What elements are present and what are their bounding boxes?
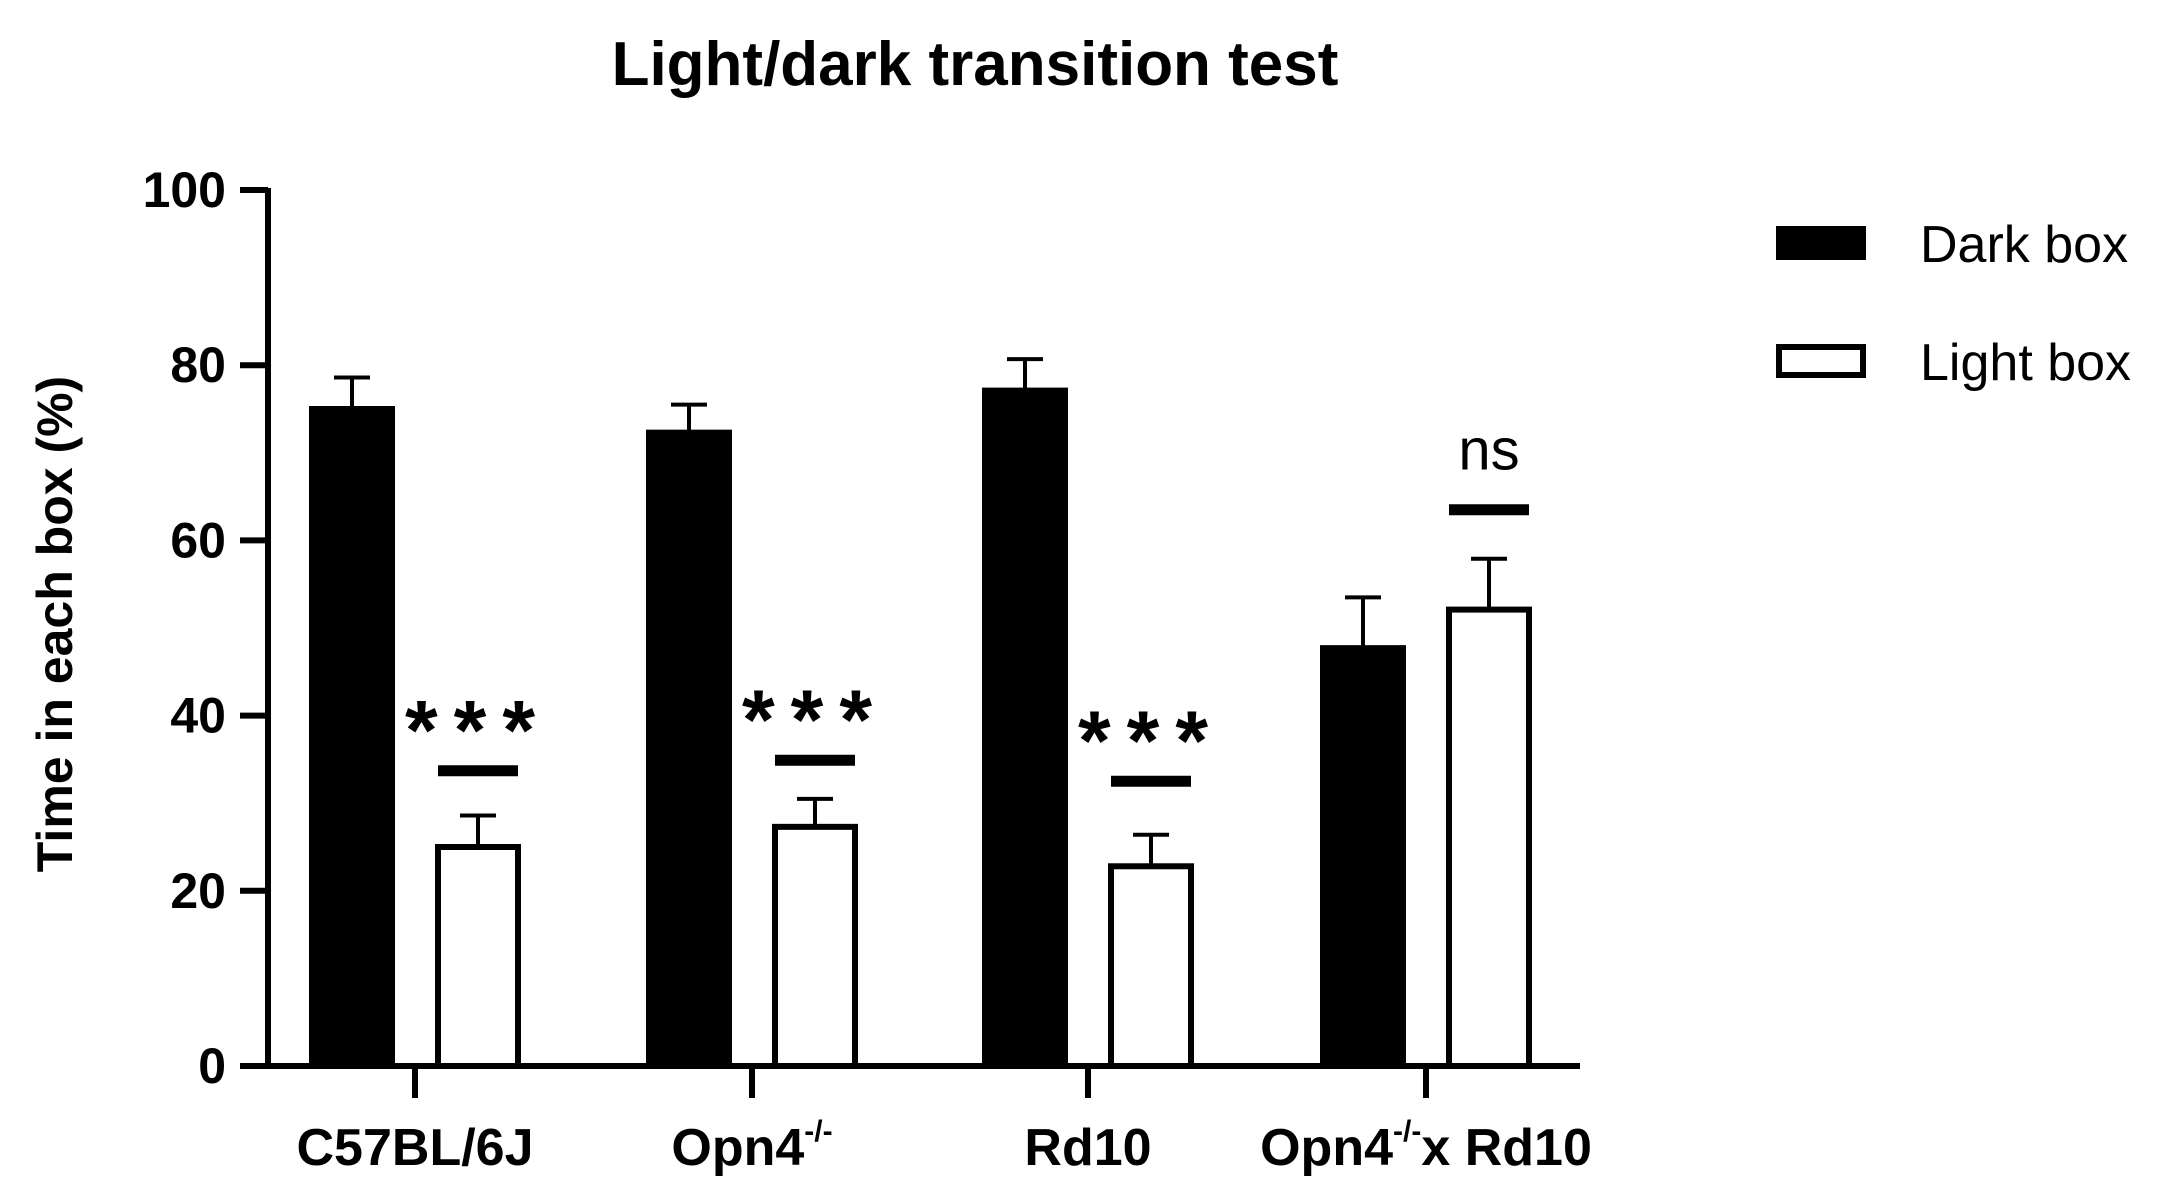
bar bbox=[1446, 606, 1532, 1069]
x-tick-label: C57BL/6J bbox=[297, 1119, 534, 1177]
x-tick-labels: C57BL/6J Opn4-/- Rd10 Opn4-/-x Rd10 bbox=[297, 1115, 1592, 1177]
legend-swatch bbox=[1776, 226, 1866, 260]
x-tick-label: Rd10 bbox=[1024, 1119, 1151, 1177]
legend-label: Light box bbox=[1920, 334, 2131, 392]
chart-title: Light/dark transition test bbox=[612, 30, 1339, 99]
y-tick-label: 0 bbox=[198, 1038, 226, 1094]
y-tick-label: 40 bbox=[170, 688, 226, 744]
significance-label: *** bbox=[405, 683, 551, 777]
bar bbox=[646, 429, 732, 1070]
significance-label: *** bbox=[742, 672, 888, 766]
bar bbox=[1108, 863, 1194, 1069]
bar bbox=[772, 823, 858, 1069]
x-tick-label: Opn4-/-x Rd10 bbox=[1260, 1115, 1592, 1177]
legend: Dark box Light box bbox=[1776, 216, 2131, 392]
legend-label: Dark box bbox=[1920, 216, 2128, 274]
x-tick-label: Opn4-/- bbox=[671, 1115, 832, 1177]
y-tick-label: 60 bbox=[170, 512, 226, 568]
bars bbox=[309, 357, 1532, 1070]
y-tick-label: 100 bbox=[143, 162, 226, 218]
legend-swatch bbox=[1776, 344, 1866, 378]
bar bbox=[309, 406, 395, 1069]
bar bbox=[982, 387, 1068, 1069]
y-tick-label: 80 bbox=[170, 337, 226, 393]
bar bbox=[435, 844, 521, 1069]
significance-annotations: *** *** *** ns bbox=[405, 418, 1529, 787]
bar bbox=[1320, 645, 1406, 1069]
significance-label: *** bbox=[1078, 693, 1224, 787]
significance-label: ns bbox=[1458, 418, 1519, 483]
y-axis-label: Time in each box (%) bbox=[27, 376, 83, 872]
y-tick-label: 20 bbox=[170, 863, 226, 919]
